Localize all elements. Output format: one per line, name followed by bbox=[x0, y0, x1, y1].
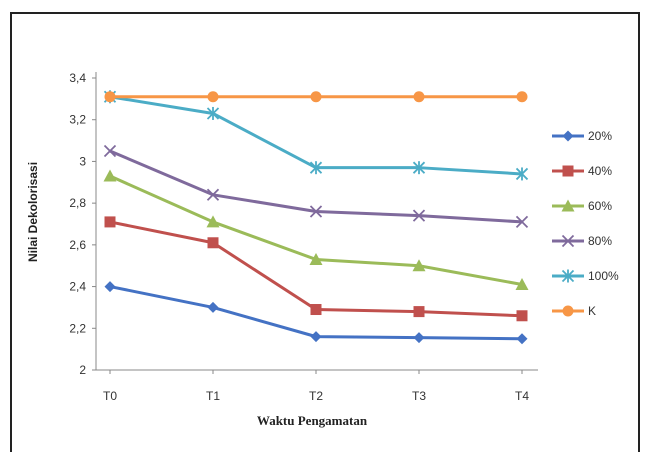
data-point-100pct bbox=[515, 167, 529, 181]
data-point-80pct bbox=[412, 209, 426, 222]
legend-marker bbox=[562, 165, 574, 177]
x-tick-label: T0 bbox=[103, 389, 117, 403]
data-point-20pct bbox=[104, 281, 116, 293]
data-point-60pct bbox=[206, 215, 220, 228]
y-tick-label: 2,6 bbox=[69, 238, 86, 252]
y-tick-label: 2,4 bbox=[69, 280, 86, 294]
y-axis-label: Nilai Dekolorisasi bbox=[26, 162, 40, 262]
series-100pct bbox=[103, 90, 529, 181]
data-point-80pct bbox=[206, 188, 220, 201]
x-tick-label: T3 bbox=[412, 389, 426, 403]
data-point-40pct bbox=[207, 237, 219, 249]
legend-label: 80% bbox=[588, 234, 612, 248]
data-point-100pct bbox=[309, 161, 323, 175]
legend-item-100pct: 100% bbox=[552, 269, 619, 283]
y-tick-label: 3 bbox=[79, 154, 86, 168]
legend-marker bbox=[562, 305, 574, 317]
legend-item-40pct: 40% bbox=[552, 164, 612, 178]
x-axis-label: Waktu Pengamatan bbox=[257, 413, 368, 428]
legend-label: 40% bbox=[588, 164, 612, 178]
data-point-20pct bbox=[413, 332, 425, 344]
chart-axes: 2 2,2 2,4 2,6 2,8 3 3,2 3,4 T0 T1 T2 T3 T4 bbox=[69, 71, 538, 403]
series-60pct bbox=[103, 169, 529, 290]
legend-label: 60% bbox=[588, 199, 612, 213]
data-point-100pct bbox=[206, 106, 220, 120]
data-point-60pct bbox=[103, 169, 117, 182]
x-tick-label: T1 bbox=[206, 389, 220, 403]
data-point-20pct bbox=[310, 331, 322, 343]
chart-frame bbox=[10, 12, 640, 452]
legend-marker bbox=[561, 234, 575, 248]
legend-marker bbox=[561, 199, 575, 212]
data-point-40pct bbox=[310, 304, 322, 316]
data-point-80pct bbox=[515, 215, 529, 229]
data-point-k bbox=[104, 91, 116, 103]
series-k bbox=[104, 91, 528, 103]
x-tick-label: T2 bbox=[309, 389, 323, 403]
data-point-40pct bbox=[516, 310, 528, 322]
line-chart: 2 2,2 2,4 2,6 2,8 3 3,2 3,4 T0 T1 T2 T3 T4 20% 40% 60%… bbox=[26, 71, 619, 428]
series-20pct bbox=[104, 281, 528, 345]
series-line-60pct bbox=[109, 174, 523, 286]
data-point-60pct bbox=[412, 259, 426, 272]
legend-label: 100% bbox=[588, 269, 619, 283]
data-point-60pct bbox=[515, 277, 529, 290]
x-tick-label: T4 bbox=[515, 389, 529, 403]
series-layer bbox=[103, 90, 529, 345]
data-point-k bbox=[207, 91, 219, 103]
legend-item-80pct: 80% bbox=[552, 234, 612, 248]
legend-marker bbox=[561, 269, 575, 283]
y-tick-label: 2,2 bbox=[69, 321, 86, 335]
data-point-20pct bbox=[516, 333, 528, 345]
series-40pct bbox=[104, 216, 528, 322]
y-tick-label: 3,4 bbox=[69, 71, 86, 85]
chart-legend: 20% 40% 60% 80% 100% K bbox=[552, 129, 619, 318]
legend-marker bbox=[562, 130, 574, 142]
y-tick-label: 2,8 bbox=[69, 196, 86, 210]
data-point-20pct bbox=[207, 301, 219, 313]
series-80pct bbox=[103, 144, 529, 229]
legend-label: K bbox=[588, 304, 596, 318]
series-line-40pct bbox=[109, 220, 523, 318]
data-point-40pct bbox=[413, 306, 425, 318]
legend-item-20pct: 20% bbox=[552, 129, 612, 143]
legend-label: 20% bbox=[588, 129, 612, 143]
y-tick-label: 3,2 bbox=[69, 113, 86, 127]
legend-item-k: K bbox=[552, 304, 596, 318]
data-point-100pct bbox=[412, 161, 426, 175]
data-point-k bbox=[413, 91, 425, 103]
data-point-60pct bbox=[309, 252, 323, 265]
data-point-80pct bbox=[309, 205, 323, 218]
data-point-k bbox=[516, 91, 528, 103]
legend-item-60pct: 60% bbox=[552, 199, 612, 213]
y-tick-label: 2 bbox=[79, 363, 86, 377]
data-point-k bbox=[310, 91, 322, 103]
data-point-80pct bbox=[103, 144, 117, 158]
data-point-40pct bbox=[104, 216, 116, 228]
